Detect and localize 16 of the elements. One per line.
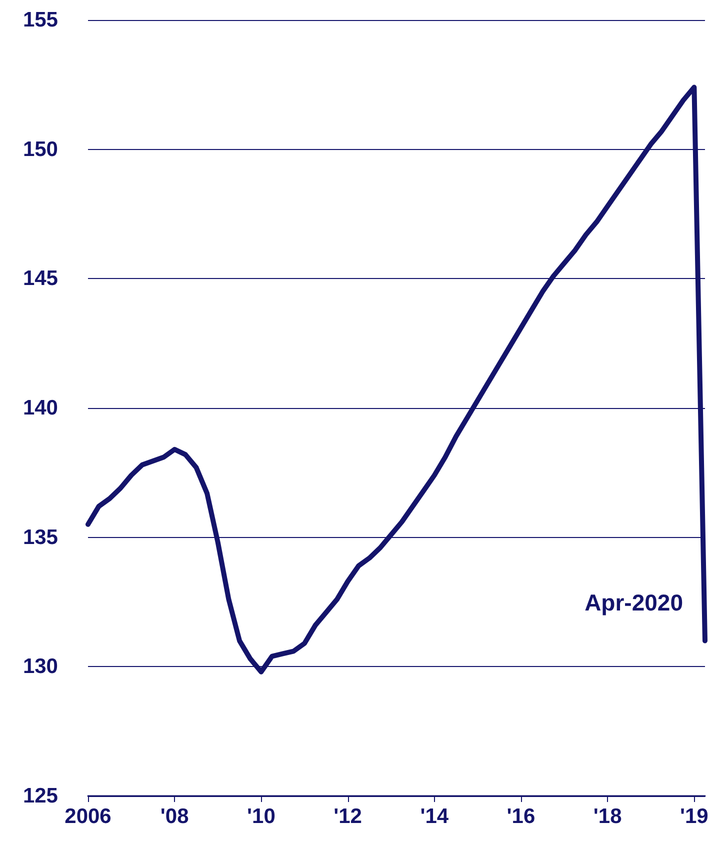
- x-tick-label: '08: [160, 805, 190, 828]
- x-tick-label: '18: [593, 805, 622, 828]
- y-tick-label: 155: [22, 8, 58, 32]
- annotation: Apr-2020: [584, 589, 683, 616]
- y-tick-label: 135: [22, 526, 58, 549]
- y-tick-label: 130: [22, 655, 58, 678]
- y-tick-label: 150: [22, 138, 58, 161]
- x-tick-label: '12: [334, 805, 362, 828]
- x-tick-label: '16: [506, 805, 536, 828]
- x-tick-label: '10: [247, 805, 276, 828]
- x-tick-label: '14: [420, 805, 449, 828]
- y-tick-label: 140: [22, 396, 58, 420]
- y-tick-label: 145: [22, 267, 58, 290]
- x-tick-label: 2006: [64, 805, 112, 828]
- x-tick-label: '19: [680, 805, 708, 828]
- y-tick-label: 125: [22, 784, 58, 808]
